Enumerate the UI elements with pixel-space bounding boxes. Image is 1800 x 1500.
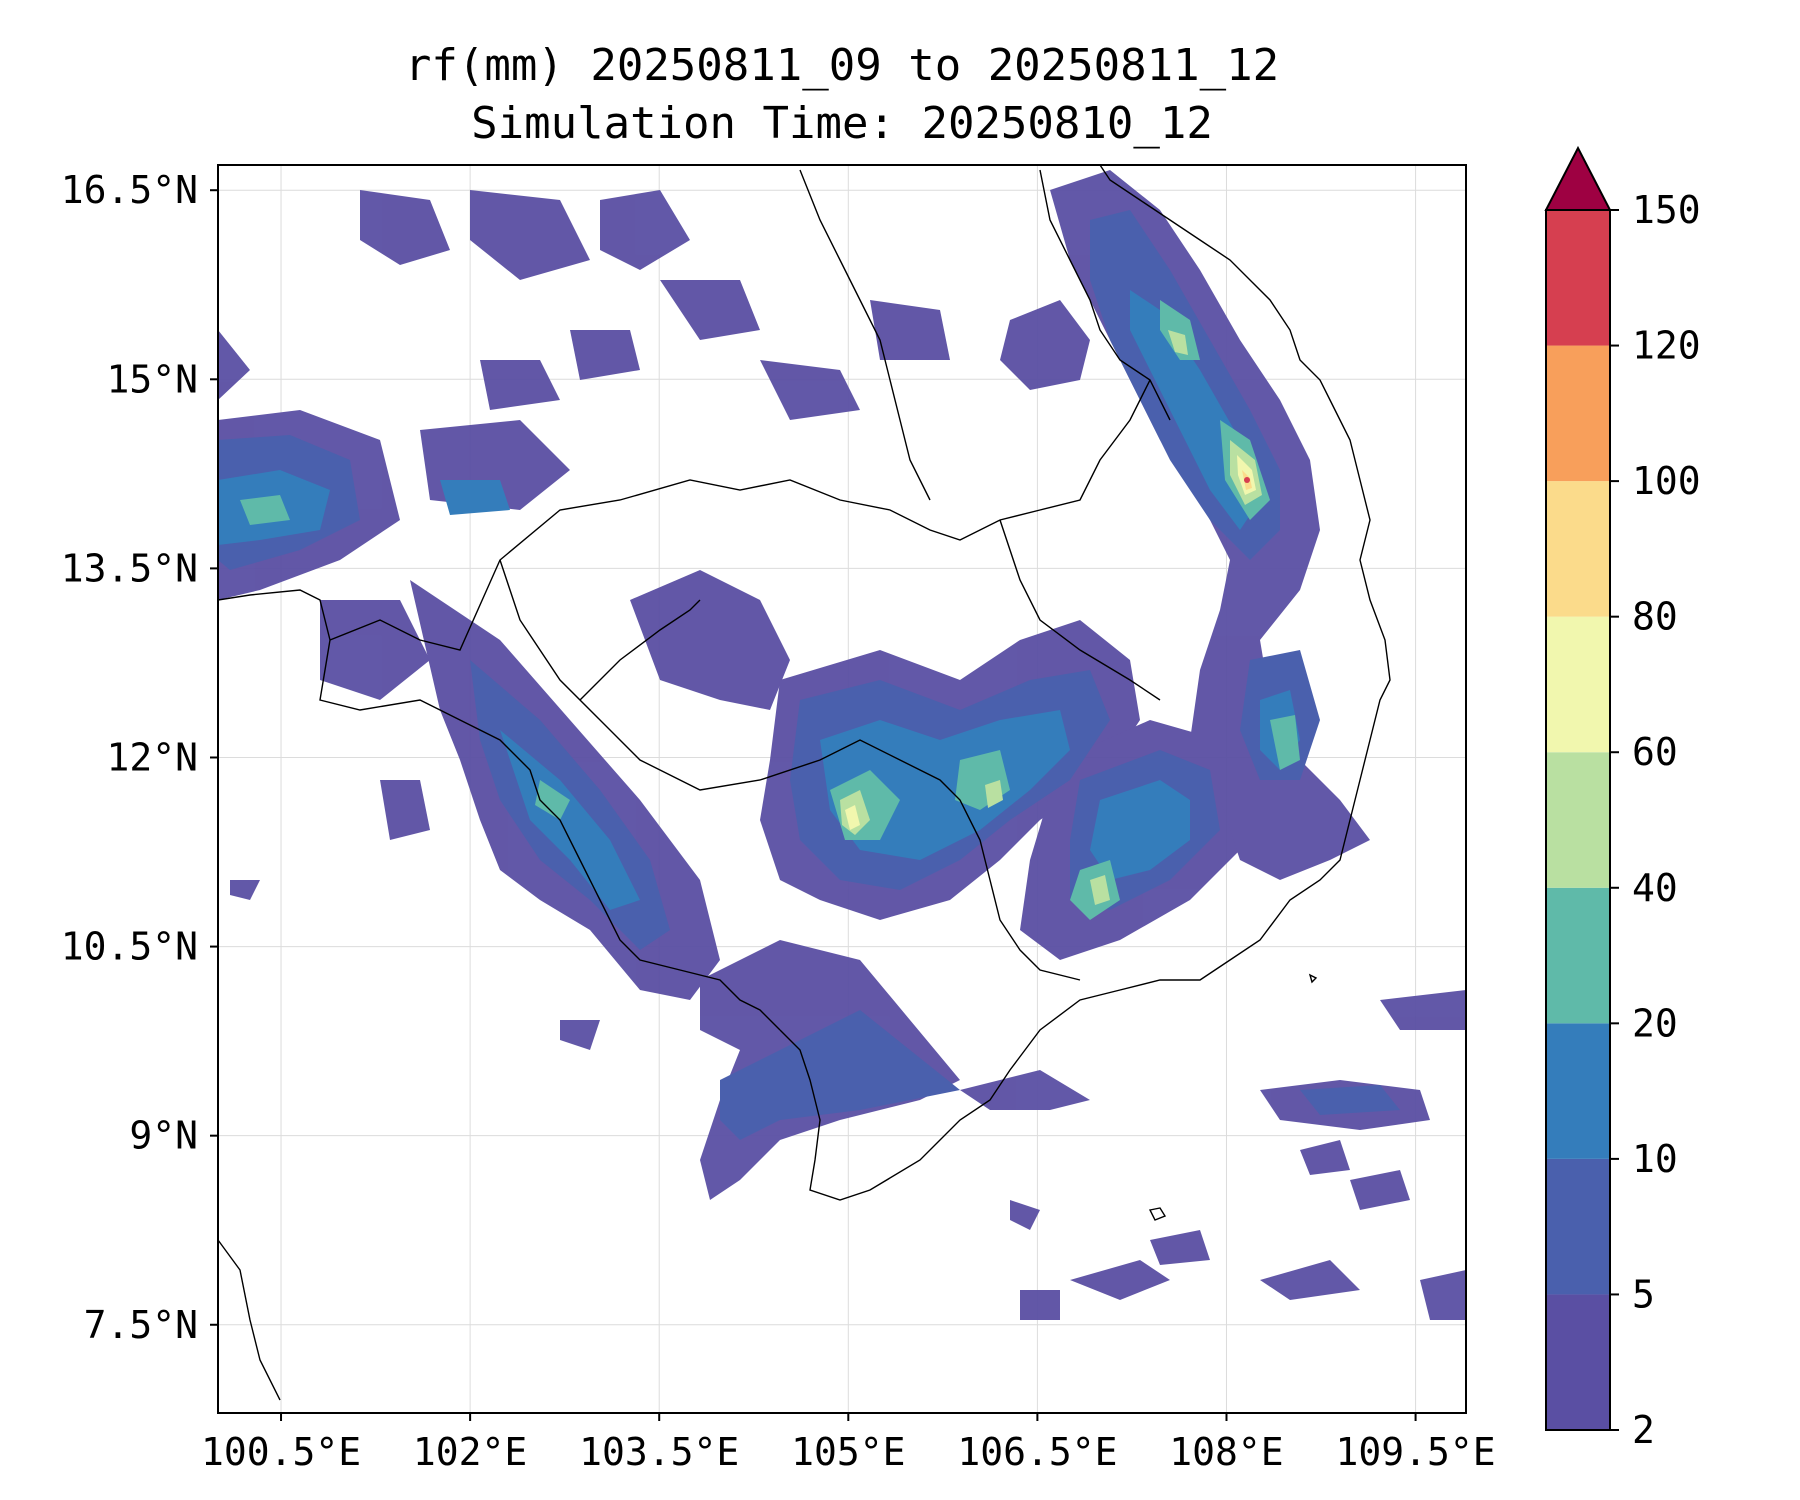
map-title-line2: Simulation Time: 20250810_12 <box>471 98 1213 149</box>
colorbar-tick-label: 150 <box>1632 188 1701 232</box>
colorbar-segment <box>1546 210 1610 346</box>
colorbar-segment <box>1546 1294 1610 1430</box>
colorbar: 2 5 10 20 40 60 80 100 120 150 <box>1544 145 1701 1452</box>
map-frame <box>217 164 1467 1414</box>
lon-tick-label: 103.5°E <box>579 1430 739 1474</box>
colorbar-tick-label: 100 <box>1632 459 1701 503</box>
lat-axis: 16.5°N 15°N 13.5°N 12°N 10.5°N 9°N 7.5°N <box>61 168 218 1347</box>
colorbar-segment <box>1546 481 1610 617</box>
colorbar-frame <box>1545 209 1611 1431</box>
colorbar-segment <box>1546 752 1610 888</box>
lat-tick-label: 13.5°N <box>61 546 198 590</box>
colorbar-segment <box>1546 345 1610 482</box>
colorbar-tick-label: 40 <box>1632 866 1678 910</box>
coastlines-borders <box>218 165 1391 1401</box>
colorbar-tick-label: 10 <box>1632 1137 1678 1181</box>
colorbar-segment <box>1546 616 1610 753</box>
colorbar-tick-label: 5 <box>1632 1272 1655 1316</box>
lon-tick-label: 108°E <box>1169 1430 1283 1474</box>
lat-tick-label: 10.5°N <box>61 925 198 969</box>
map-plot-area: 100.5°E 102°E 103.5°E 105°E 106.5°E 108°E 109.… <box>61 164 1496 1474</box>
lat-tick-label: 7.5°N <box>84 1303 198 1347</box>
colorbar-segment <box>1546 1158 1610 1295</box>
lat-tick-label: 12°N <box>106 735 198 779</box>
lon-tick-label: 105°E <box>791 1430 905 1474</box>
lat-tick-label: 15°N <box>106 357 198 401</box>
colorbar-extend-arrow <box>1544 145 1612 211</box>
colorbar-tick-label: 80 <box>1632 595 1678 639</box>
lat-tick-label: 9°N <box>129 1114 198 1158</box>
colorbar-segment <box>1546 1023 1610 1159</box>
colorbar-segment <box>1546 887 1610 1024</box>
lon-tick-label: 100.5°E <box>201 1430 361 1474</box>
map-title-line1: rf(mm) 20250811_09 to 20250811_12 <box>404 40 1280 91</box>
lon-axis: 100.5°E 102°E 103.5°E 105°E 106.5°E 108°E 109.… <box>201 1413 1496 1474</box>
rainfall-field <box>218 165 1466 1401</box>
colorbar-tick-label: 120 <box>1632 324 1701 368</box>
rainfall-peak <box>1244 477 1250 483</box>
lon-tick-label: 106.5°E <box>957 1430 1117 1474</box>
lon-tick-label: 109.5°E <box>1335 1430 1495 1474</box>
colorbar-tick-label: 2 <box>1632 1408 1655 1452</box>
lat-tick-label: 16.5°N <box>61 168 198 212</box>
colorbar-tick-label: 60 <box>1632 730 1678 774</box>
lon-tick-label: 102°E <box>413 1430 527 1474</box>
colorbar-tick-label: 20 <box>1632 1001 1678 1045</box>
